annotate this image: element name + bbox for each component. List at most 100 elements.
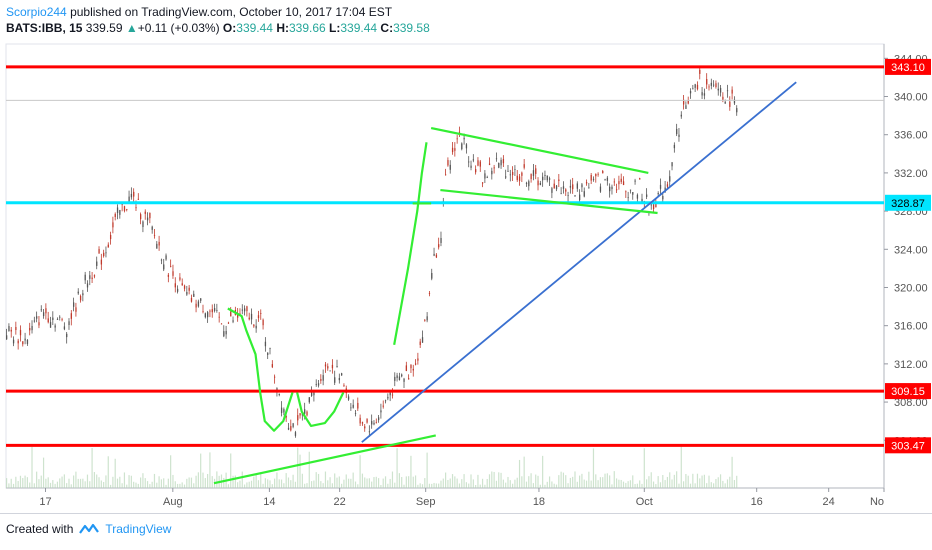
candle-body bbox=[558, 179, 560, 182]
volume-bar bbox=[546, 481, 548, 488]
candle-body bbox=[54, 325, 56, 328]
volume-bar bbox=[613, 471, 615, 488]
volume-bar bbox=[396, 448, 398, 488]
volume-bar bbox=[421, 484, 424, 488]
x-tick-label: Aug bbox=[163, 496, 183, 508]
candle-body bbox=[713, 84, 715, 86]
candle-body bbox=[73, 302, 75, 307]
x-tick-label: 17 bbox=[39, 496, 51, 508]
candle-body bbox=[615, 189, 618, 191]
candle-body bbox=[137, 198, 139, 200]
candle-body bbox=[609, 186, 611, 192]
candle-body bbox=[75, 307, 77, 312]
candle-body bbox=[537, 180, 539, 186]
candle-body bbox=[66, 333, 68, 338]
volume-bar bbox=[361, 473, 364, 488]
author-link[interactable]: Scorpio244 bbox=[6, 5, 67, 19]
candle-body bbox=[204, 313, 207, 318]
candle-body bbox=[285, 415, 287, 418]
candle-body bbox=[227, 322, 230, 324]
candle-body bbox=[338, 377, 341, 381]
level-label: 309.15 bbox=[891, 386, 925, 398]
candle-body bbox=[220, 323, 223, 325]
candle-body bbox=[405, 365, 408, 371]
candle-body bbox=[521, 172, 523, 176]
volume-bar bbox=[595, 474, 597, 488]
volume-bar bbox=[123, 472, 126, 488]
volume-bar bbox=[306, 483, 308, 488]
volume-bar bbox=[495, 480, 498, 488]
volume-bar bbox=[604, 473, 606, 488]
volume-bar bbox=[435, 483, 437, 488]
volume-bar bbox=[666, 476, 669, 488]
volume-bar bbox=[585, 480, 588, 488]
candle-body bbox=[176, 288, 179, 292]
x-tick-label: Oct bbox=[636, 496, 653, 508]
volume-bar bbox=[389, 478, 391, 488]
volume-bar bbox=[719, 474, 722, 488]
volume-bar bbox=[79, 478, 82, 488]
candle-body bbox=[694, 84, 696, 88]
candle-body bbox=[632, 192, 634, 195]
candle-body bbox=[98, 249, 100, 254]
volume-bar bbox=[592, 448, 595, 488]
price-chart[interactable]: 344.00340.00336.00332.00328.00324.00320.… bbox=[0, 0, 932, 514]
volume-bar bbox=[15, 476, 17, 488]
candle-body bbox=[211, 309, 213, 313]
volume-bar bbox=[408, 476, 410, 488]
candle-body bbox=[146, 217, 149, 221]
tradingview-brand-link[interactable]: TradingView bbox=[105, 522, 172, 536]
candle-body bbox=[516, 175, 518, 180]
volume-bar bbox=[479, 484, 481, 488]
volume-bar bbox=[405, 476, 407, 488]
volume-bar bbox=[345, 474, 347, 488]
trendline bbox=[361, 81, 797, 443]
y-tick-label: 320.00 bbox=[894, 282, 928, 294]
flag-lower-line bbox=[440, 188, 658, 215]
candle-body bbox=[676, 128, 678, 135]
volume-bar bbox=[334, 473, 336, 488]
volume-bar bbox=[713, 483, 715, 488]
candle-body bbox=[207, 312, 209, 318]
candle-body bbox=[84, 274, 86, 281]
high-value: 339.66 bbox=[288, 21, 326, 35]
volume-bar bbox=[322, 483, 324, 488]
candle-body bbox=[112, 222, 114, 228]
candle-body bbox=[144, 211, 146, 214]
volume-bar bbox=[588, 471, 590, 488]
candle-body bbox=[604, 178, 606, 180]
volume-bar bbox=[676, 471, 678, 488]
candle-body bbox=[394, 376, 396, 381]
candle-body bbox=[163, 264, 165, 270]
candle-body bbox=[532, 170, 535, 176]
symbol-label[interactable]: BATS:IBB, 15 bbox=[6, 21, 83, 35]
candle-body bbox=[130, 193, 133, 198]
candle-body bbox=[479, 161, 481, 167]
candle-body bbox=[22, 341, 24, 345]
candle-body bbox=[572, 184, 574, 190]
level-label: 328.87 bbox=[891, 198, 925, 210]
x-tick-label: 22 bbox=[334, 496, 346, 508]
volume-bar bbox=[197, 472, 199, 488]
candle-body bbox=[468, 161, 470, 163]
candle-body bbox=[188, 287, 190, 291]
volume-bar bbox=[442, 478, 444, 488]
level-label: 343.10 bbox=[891, 62, 925, 74]
volume-bar bbox=[47, 477, 49, 488]
volume-bar bbox=[514, 479, 516, 488]
candle-body bbox=[481, 182, 484, 184]
candle-body bbox=[542, 176, 544, 181]
volume-bar bbox=[468, 483, 470, 488]
candle-body bbox=[230, 311, 232, 317]
volume-bar bbox=[324, 471, 327, 488]
candle-body bbox=[655, 202, 657, 208]
volume-bar bbox=[440, 480, 442, 488]
candle-body bbox=[269, 347, 271, 349]
volume-bar bbox=[200, 453, 202, 488]
candle-body bbox=[15, 327, 17, 331]
volume-bar bbox=[609, 475, 611, 488]
x-tick-label: Sep bbox=[416, 496, 436, 508]
volume-bar bbox=[10, 478, 12, 488]
volume-bar bbox=[352, 472, 354, 488]
candle-body bbox=[103, 252, 105, 257]
